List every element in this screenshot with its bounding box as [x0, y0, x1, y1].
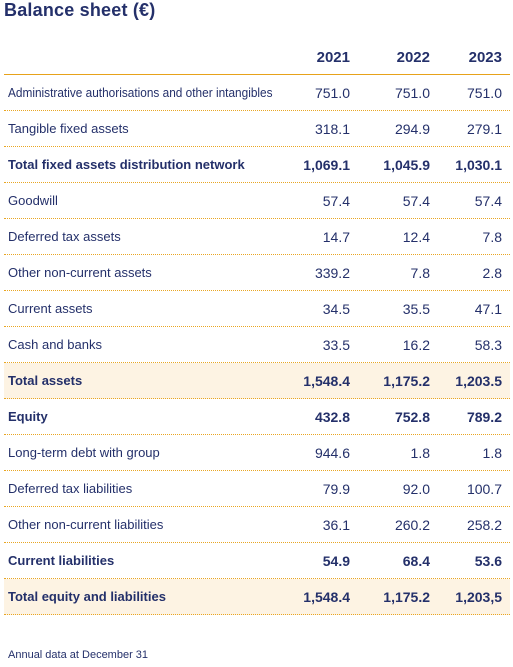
cell-value-2021: 36.1 [322, 517, 350, 533]
table-row: Long-term debt with group 944.6 1.8 1.8 [4, 435, 510, 471]
row-label: Current liabilities [8, 553, 115, 568]
row-label: Other non-current liabilities [8, 517, 164, 532]
cell-value-2021: 79.9 [322, 481, 350, 497]
row-label: Long-term debt with group [8, 445, 160, 460]
table-row: Current assets 34.5 35.5 47.1 [4, 291, 510, 327]
cell-value-2023: 1,203.5 [455, 373, 502, 389]
cell-value-2021: 318.1 [314, 121, 350, 137]
cell-value-2022: 1.8 [410, 445, 430, 461]
row-label: Deferred tax liabilities [8, 481, 133, 496]
cell-value-2022: 1,175.2 [383, 589, 430, 605]
table-row: Deferred tax liabilities 79.9 92.0 100.7 [4, 471, 510, 507]
cell-value-2021: 34.5 [322, 301, 350, 317]
cell-value-2023: 47.1 [474, 301, 502, 317]
cell-value-2022: 92.0 [402, 481, 430, 497]
column-header-2023: 2023 [468, 49, 502, 66]
cell-value-2023: 279.1 [466, 121, 502, 137]
table-row: Cash and banks 33.5 16.2 58.3 [4, 327, 510, 363]
table-row: Other non-current assets 339.2 7.8 2.8 [4, 255, 510, 291]
cell-value-2022: 35.5 [402, 301, 430, 317]
cell-value-2023: 58.3 [474, 337, 502, 353]
cell-value-2021: 944.6 [314, 445, 350, 461]
cell-value-2023: 7.8 [482, 229, 502, 245]
row-label: Cash and banks [8, 337, 102, 352]
table-row: Goodwill 57.4 57.4 57.4 [4, 183, 510, 219]
cell-value-2022: 12.4 [402, 229, 430, 245]
balance-sheet-table: 2021 2022 2023 Administrative authorisat… [4, 41, 510, 615]
cell-value-2021: 1,548.4 [303, 373, 350, 389]
table-row: Deferred tax assets 14.7 12.4 7.8 [4, 219, 510, 255]
cell-value-2023: 751.0 [466, 85, 502, 101]
table-row: Total fixed assets distribution network 1… [4, 147, 510, 183]
cell-value-2021: 33.5 [322, 337, 350, 353]
cell-value-2021: 432.8 [314, 409, 350, 425]
cell-value-2022: 68.4 [402, 553, 430, 569]
row-label: Current assets [8, 301, 93, 316]
cell-value-2022: 752.8 [394, 409, 430, 425]
cell-value-2021: 751.0 [314, 85, 350, 101]
cell-value-2021: 14.7 [322, 229, 350, 245]
footnote: Annual data at December 31 [8, 649, 149, 661]
row-label: Administrative authorisations and other … [8, 85, 273, 100]
cell-value-2021: 1,069.1 [303, 157, 350, 173]
table-header: 2021 2022 2023 [4, 41, 510, 75]
table-row: Equity 432.8 752.8 789.2 [4, 399, 510, 435]
row-label: Equity [8, 409, 48, 424]
column-header-2021: 2021 [316, 49, 350, 66]
cell-value-2021: 54.9 [322, 553, 350, 569]
cell-value-2023: 789.2 [466, 409, 502, 425]
row-label: Goodwill [8, 193, 58, 208]
row-label: Deferred tax assets [8, 229, 121, 244]
row-label: Other non-current assets [8, 265, 152, 280]
row-label: Tangible fixed assets [8, 121, 129, 136]
table-row: Current liabilities 54.9 68.4 53.6 [4, 543, 510, 579]
cell-value-2021: 1,548.4 [303, 589, 350, 605]
cell-value-2022: 7.8 [410, 265, 430, 281]
table-row: Other non-current liabilities 36.1 260.2 25… [4, 507, 510, 543]
cell-value-2022: 294.9 [394, 121, 430, 137]
row-label: Total fixed assets distribution network [8, 157, 245, 172]
table-row: Total assets 1,548.4 1,175.2 1,203.5 [4, 363, 510, 399]
table-row: Administrative authorisations and other … [4, 75, 510, 111]
cell-value-2021: 339.2 [314, 265, 350, 281]
cell-value-2023: 1,203,5 [455, 589, 502, 605]
cell-value-2023: 1.8 [482, 445, 502, 461]
cell-value-2022: 57.4 [402, 193, 430, 209]
cell-value-2022: 1,045.9 [383, 157, 430, 173]
cell-value-2022: 1,175.2 [383, 373, 430, 389]
cell-value-2023: 258.2 [466, 517, 502, 533]
cell-value-2023: 1,030.1 [455, 157, 502, 173]
cell-value-2023: 57.4 [474, 193, 502, 209]
cell-value-2022: 260.2 [394, 517, 430, 533]
table-row: Tangible fixed assets 318.1 294.9 279.1 [4, 111, 510, 147]
cell-value-2023: 100.7 [466, 481, 502, 497]
page-title: Balance sheet (€) [4, 0, 156, 20]
cell-value-2022: 16.2 [402, 337, 430, 353]
cell-value-2023: 53.6 [474, 553, 502, 569]
cell-value-2022: 751.0 [394, 85, 430, 101]
column-header-2022: 2022 [396, 49, 430, 66]
cell-value-2023: 2.8 [482, 265, 502, 281]
row-label: Total equity and liabilities [8, 589, 166, 604]
table-row: Total equity and liabilities 1,548.4 1,175… [4, 579, 510, 615]
cell-value-2021: 57.4 [322, 193, 350, 209]
table-body: Administrative authorisations and other … [4, 75, 510, 615]
row-label: Total assets [8, 373, 83, 388]
